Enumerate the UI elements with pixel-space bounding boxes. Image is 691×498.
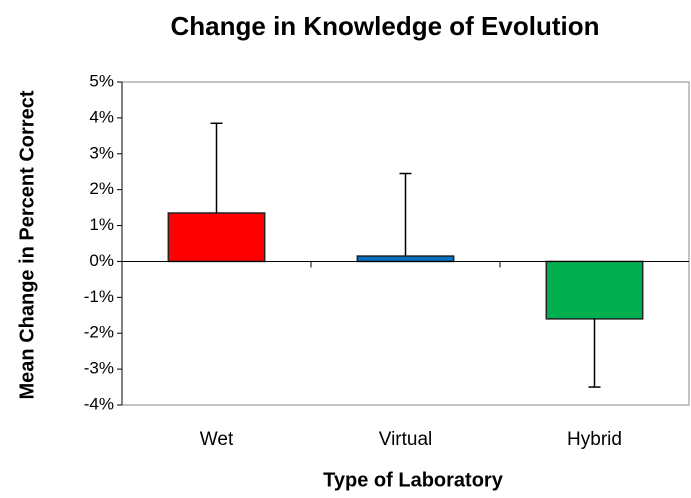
y-tick-label: -4%: [84, 394, 114, 413]
y-axis-label: Mean Change in Percent Correct: [16, 90, 38, 399]
y-tick-label: 3%: [89, 143, 114, 162]
bar: [167, 212, 266, 263]
y-tick-label: 0%: [89, 251, 114, 270]
y-tick-label: -1%: [84, 287, 114, 306]
y-tick-label: -3%: [84, 359, 114, 378]
x-axis-label: Type of Laboratory: [323, 469, 504, 491]
y-tick-label: 1%: [89, 215, 114, 234]
bar: [545, 260, 644, 320]
x-tick-label: Hybrid: [567, 429, 622, 450]
chart-title: Change in Knowledge of Evolution: [171, 11, 600, 41]
x-tick-label: Virtual: [379, 429, 433, 450]
x-tick-label: Wet: [200, 429, 234, 450]
y-tick-label: -2%: [84, 323, 114, 342]
y-tick-label: 4%: [89, 107, 114, 126]
y-tick-label: 5%: [89, 71, 114, 90]
bar: [356, 255, 455, 263]
y-tick-label: 2%: [89, 179, 114, 198]
